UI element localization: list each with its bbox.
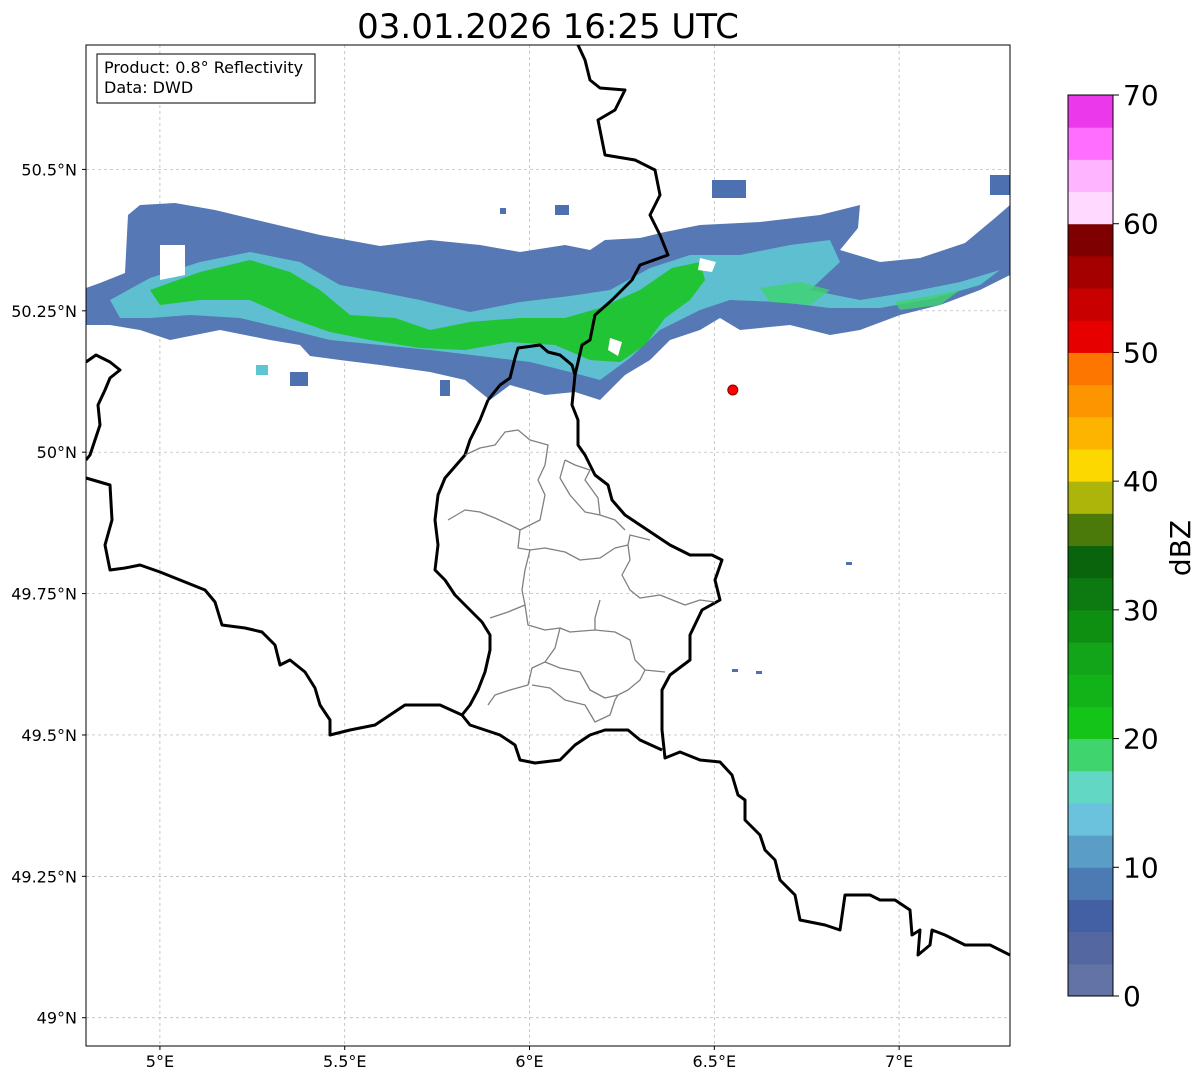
- border-luxembourg-south: [460, 714, 663, 765]
- colorbar-bin: [1068, 738, 1113, 772]
- lat-tick-label: 49.5°N: [21, 726, 77, 745]
- colorbar-tick-label: 50: [1123, 336, 1159, 369]
- colorbar-tick-label: 20: [1123, 723, 1159, 756]
- colorbar-bin: [1068, 899, 1113, 933]
- colorbar-bin: [1068, 416, 1113, 450]
- colorbar-bin: [1068, 545, 1113, 579]
- colorbar-bin: [1068, 513, 1113, 546]
- lon-tick-label: 7°E: [885, 1052, 913, 1071]
- map-title: 03.01.2026 16:25 UTC: [357, 7, 739, 47]
- colorbar-bin: [1068, 802, 1113, 836]
- colorbar-bin: [1068, 674, 1113, 707]
- colorbar-bin: [1068, 255, 1113, 289]
- colorbar-bin: [1068, 481, 1113, 514]
- lat-tick-label: 50°N: [37, 443, 77, 462]
- border-north-south: [570, 45, 1010, 957]
- colorbar-bin: [1068, 288, 1113, 321]
- border-luxembourg-west: [486, 343, 577, 401]
- echo-gap: [608, 338, 622, 356]
- lon-tick-label: 6°E: [515, 1052, 543, 1071]
- echo-fragment: [756, 671, 762, 674]
- canton-line: [564, 459, 626, 531]
- longitude-tick-labels: 5°E 5.5°E 6°E 6.5°E 7°E: [146, 1046, 913, 1071]
- latitude-tick-labels: 49°N 49.25°N 49.5°N 49.75°N 50°N 50.25°N 50.5°…: [11, 160, 86, 1028]
- lon-tick-label: 5°E: [146, 1052, 174, 1071]
- canton-line: [447, 509, 521, 531]
- map-panel: Product: 0.8° Reflectivity Data: DWD 5°E…: [11, 44, 1011, 1071]
- colorbar: 0 10 20 30 40 50 60 70 dBZ: [1067, 79, 1197, 1013]
- echo-fragment: [555, 205, 569, 215]
- lat-tick-label: 49.75°N: [11, 585, 77, 604]
- border-belgium-netherlands: [86, 353, 122, 461]
- echo-cyan: [110, 240, 1000, 380]
- echo-fragment: [712, 180, 746, 198]
- colorbar-bin: [1068, 642, 1113, 675]
- canton-line: [594, 599, 601, 630]
- canton-line: [531, 684, 619, 723]
- colorbar-bins: [1068, 95, 1113, 997]
- echo-green-east: [760, 282, 960, 310]
- canton-line: [544, 661, 646, 699]
- echo-fragment: [440, 380, 450, 396]
- canton-line: [489, 549, 531, 619]
- colorbar-label: dBZ: [1164, 520, 1197, 576]
- lat-tick-label: 49°N: [37, 1009, 77, 1028]
- info-box-frame: [96, 53, 316, 104]
- colorbar-bin: [1068, 384, 1113, 418]
- echo-fragment: [500, 208, 506, 214]
- colorbar-ticks: 0 10 20 30 40 50 60 70: [1113, 79, 1159, 1013]
- colorbar-bin: [1068, 191, 1113, 225]
- location-marker: [727, 384, 739, 396]
- lon-tick-label: 5.5°E: [323, 1052, 367, 1071]
- colorbar-bin: [1068, 835, 1113, 868]
- national-borders: [86, 45, 1010, 957]
- info-product: Product: 0.8° Reflectivity: [104, 58, 303, 77]
- lat-tick-label: 49.25°N: [11, 867, 77, 886]
- echo-fragment: [846, 562, 852, 565]
- echo-gap: [698, 258, 716, 272]
- colorbar-tick-label: 10: [1123, 851, 1159, 884]
- colorbar-bin: [1068, 223, 1113, 257]
- echo-green: [150, 260, 705, 362]
- colorbar-bin: [1068, 320, 1113, 353]
- colorbar-bin: [1068, 609, 1113, 643]
- info-box: Product: 0.8° Reflectivity Data: DWD: [96, 53, 316, 104]
- echo-fragment: [732, 669, 738, 672]
- colorbar-bin: [1068, 352, 1113, 386]
- colorbar-bin: [1068, 127, 1113, 160]
- colorbar-bin: [1068, 963, 1113, 997]
- colorbar-tick-label: 0: [1123, 980, 1141, 1013]
- radar-echo-layer: [86, 175, 1010, 674]
- echo-fragment: [990, 175, 1010, 195]
- lat-tick-label: 50.25°N: [11, 302, 77, 321]
- canton-line: [621, 544, 716, 606]
- echo-fragment: [290, 372, 308, 386]
- colorbar-frame: [1067, 94, 1114, 997]
- colorbar-bin: [1068, 577, 1113, 611]
- border-belgium-france: [86, 476, 463, 737]
- info-data-source: Data: DWD: [104, 78, 193, 97]
- colorbar-bin: [1068, 448, 1113, 482]
- colorbar-tick-label: 40: [1123, 465, 1159, 498]
- colorbar-bin: [1068, 95, 1113, 128]
- canton-line: [487, 627, 561, 706]
- echo-gap: [160, 245, 185, 280]
- colorbar-tick-label: 70: [1123, 79, 1159, 112]
- echo-fragment: [256, 365, 268, 375]
- colorbar-bin: [1068, 706, 1113, 740]
- colorbar-bin: [1068, 770, 1113, 804]
- canton-line: [464, 429, 651, 561]
- colorbar-bin: [1068, 867, 1113, 900]
- colorbar-tick-label: 60: [1123, 208, 1159, 241]
- lon-tick-label: 6.5°E: [693, 1052, 737, 1071]
- canton-line: [559, 459, 601, 516]
- colorbar-bin: [1068, 931, 1113, 965]
- lat-tick-label: 50.5°N: [21, 160, 77, 179]
- canton-boundaries: [447, 429, 716, 723]
- map-frame: [85, 44, 1011, 1047]
- colorbar-bin: [1068, 159, 1113, 193]
- colorbar-tick-label: 30: [1123, 594, 1159, 627]
